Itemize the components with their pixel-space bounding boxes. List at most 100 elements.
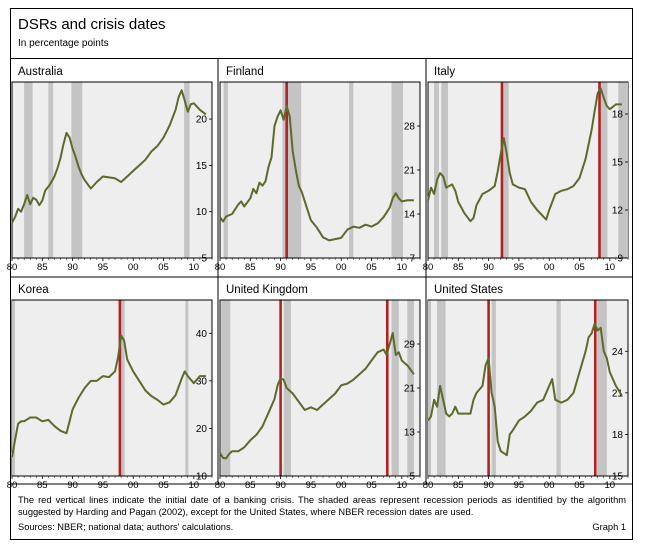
graph-number: Graph 1 [592,522,626,532]
panel-title: Australia [18,66,63,78]
recession-band [441,82,448,258]
x-tick-label: 05 [574,480,585,491]
x-tick-label: 85 [453,262,464,273]
y-tick-label: 29 [404,340,416,351]
recession-band [223,82,228,258]
panel-title: Italy [434,66,455,78]
x-tick-label: 85 [245,262,256,273]
y-tick-label: 28 [404,122,416,133]
graph-frame [10,8,633,540]
chart-panel-finland: Finland 7 14 21 28 80 85 90 95 00 05 10 [215,66,421,273]
plot-area [11,299,213,477]
x-tick-label: 90 [275,480,286,491]
y-tick-label: 9 [617,254,623,265]
graph-subtitle: In percentage points [18,38,109,49]
x-tick-label: 85 [245,480,256,491]
x-tick-label: 10 [605,262,616,273]
x-tick-label: 85 [37,262,48,273]
x-tick-label: 95 [514,480,525,491]
x-tick-label: 95 [98,262,109,273]
recession-band [391,300,399,476]
recession-band [221,300,231,476]
y-tick-label: 30 [196,376,208,387]
plot-area [219,81,421,259]
panel-title: United Kingdom [226,284,308,296]
x-tick-label: 80 [423,262,434,273]
dsr-series-line [11,89,207,224]
x-tick-label: 00 [544,480,555,491]
dsr-series-line [11,334,206,458]
panel-title: Korea [18,284,49,296]
recession-band [598,82,608,258]
x-tick-label: 00 [336,262,347,273]
x-tick-label: 80 [215,262,226,273]
x-tick-label: 10 [189,262,200,273]
y-tick-label: 10 [196,472,208,483]
x-tick-label: 95 [98,480,109,491]
x-tick-label: 85 [453,480,464,491]
chart-panel-italy: Italy 9 12 15 18 80 85 90 95 00 05 10 [423,66,629,273]
y-tick-label: 10 [196,207,208,218]
y-tick-label: 40 [196,329,208,340]
panel-title: Finland [226,66,264,78]
dsr-series-line [427,322,623,457]
recession-band [120,300,125,476]
y-tick-label: 12 [612,206,624,217]
recession-band [71,82,83,258]
y-tick-label: 15 [612,472,624,483]
recession-band [24,82,33,258]
chart-panel-united-kingdom: United Kingdom 5 13 21 29 80 85 90 95 00 05 10 [215,284,421,491]
x-tick-label: 90 [67,480,78,491]
x-tick-label: 85 [37,480,48,491]
recession-band [349,82,354,258]
recession-band [391,82,404,258]
x-tick-label: 80 [423,480,434,491]
recession-band [185,300,189,476]
x-tick-label: 05 [158,480,169,491]
recession-band [491,300,496,476]
recession-band [48,82,54,258]
y-tick-label: 5 [409,472,415,483]
sources-line: Sources: NBER; national data; authors' c… [18,522,234,532]
y-tick-label: 21 [612,388,624,399]
dsr-series-line [219,332,415,460]
y-tick-label: 7 [409,254,415,265]
x-tick-label: 00 [128,262,139,273]
recession-band [184,82,190,258]
y-tick-label: 21 [404,166,416,177]
x-tick-label: 95 [306,480,317,491]
y-tick-label: 13 [404,428,416,439]
recession-band [501,82,509,258]
recession-band [428,300,432,476]
x-tick-label: 10 [397,262,408,273]
recession-band [407,300,414,476]
x-tick-label: 95 [306,262,317,273]
footnote: The red vertical lines indicate the init… [18,495,626,517]
x-tick-label: 05 [366,262,377,273]
x-tick-label: 80 [215,480,226,491]
chart-panel-korea: Korea 10 20 30 40 80 85 90 95 00 05 10 [7,284,213,491]
plot-area [427,81,629,259]
x-tick-label: 95 [514,262,525,273]
recession-band [618,82,628,258]
x-tick-label: 80 [7,480,18,491]
x-tick-label: 80 [7,262,18,273]
x-tick-label: 05 [574,262,585,273]
y-tick-label: 14 [404,210,416,221]
recession-band [12,300,16,476]
x-tick-label: 05 [158,262,169,273]
x-tick-label: 90 [483,480,494,491]
x-tick-label: 00 [544,262,555,273]
graph-title: DSRs and crisis dates [18,16,166,33]
plot-area [11,81,213,259]
x-tick-label: 00 [336,480,347,491]
y-tick-label: 15 [612,158,624,169]
chart-panel-united-states: United States 15 18 21 24 80 85 90 95 00 05 10 [423,284,629,491]
x-tick-label: 10 [189,480,200,491]
dsr-series-line [427,87,622,223]
y-tick-label: 18 [612,110,624,121]
recession-band [434,82,439,258]
x-tick-label: 90 [483,262,494,273]
